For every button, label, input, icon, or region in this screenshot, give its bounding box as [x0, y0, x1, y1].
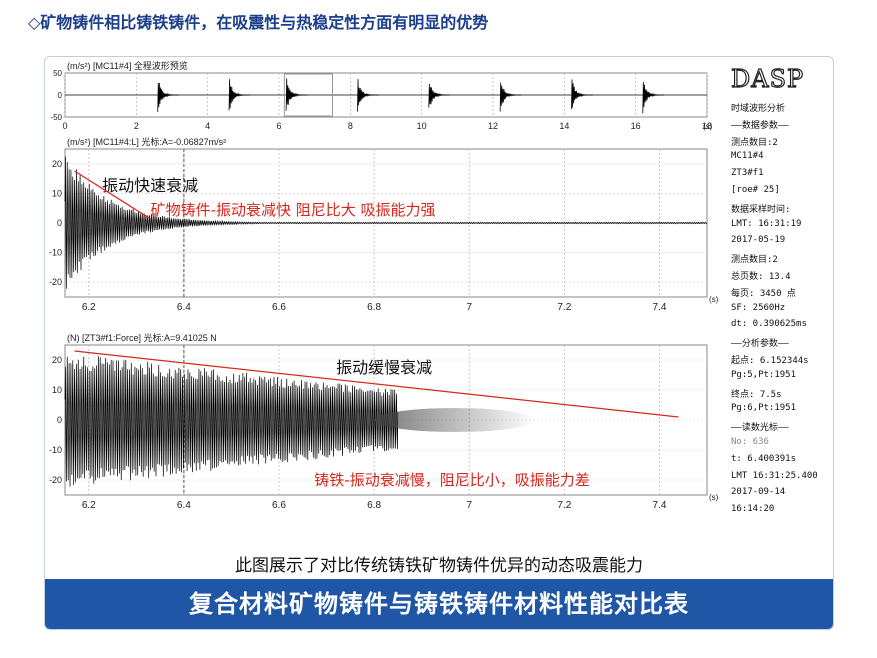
- overview-impulse: [571, 79, 593, 110]
- overview-impulse: [285, 78, 308, 111]
- banner-title: 复合材料矿物铸件与铸铁铸件材料性能对比表: [45, 579, 833, 629]
- side-panel-line: 测点数目:2: [731, 137, 778, 148]
- overview-title: (m/s²) [MC11#4] 全程波形预览: [67, 60, 188, 71]
- overview-y-tick: -50: [50, 113, 62, 122]
- overview-x-tick: 8: [348, 121, 353, 131]
- side-panel-line: [roe# 25]: [731, 185, 780, 195]
- side-panel-line: 总页数: 13.4: [731, 272, 791, 282]
- bot-y-tick: -10: [49, 445, 62, 455]
- dasp-logo: DASP: [730, 64, 805, 93]
- mid-annotation-red: 矿物铸件-振动衰减快 阻尼比大 吸振能力强: [151, 201, 436, 219]
- overview-x-tick: 14: [559, 121, 569, 131]
- overview-impulse: [428, 84, 451, 108]
- overview-impulse: [357, 79, 379, 112]
- overview-x-unit: (s): [703, 122, 713, 131]
- overview-impulse: [499, 82, 522, 112]
- overview-x-tick: 6: [276, 121, 281, 131]
- figure-caption: 此图展示了对比传统铸铁矿物铸件优异的动态吸震能力: [235, 556, 643, 576]
- bot-x-tick: 7.4: [652, 500, 666, 511]
- mid-annotation-arrow: [74, 170, 151, 220]
- figure-frame: (m/s²) [MC11#4] 全程波形预览 0 2 4 6 8 10 12 14 16 18 50 0…: [44, 56, 834, 630]
- overview-impulse: [642, 82, 665, 114]
- side-panel-line: ——数据参数——: [731, 120, 789, 131]
- side-panel-line: LMT 16:31:25.400: [731, 470, 818, 481]
- side-panel-line: 终点: 7.5s: [731, 389, 782, 400]
- bot-y-tick: 10: [52, 385, 62, 395]
- bot-x-tick: 6.4: [177, 500, 191, 511]
- bot-waveform: [64, 356, 399, 487]
- overview-impulse: [228, 79, 251, 111]
- overview-x-tick: 16: [631, 121, 641, 131]
- mid-y-tick: -10: [49, 248, 62, 258]
- bot-x-tick: 6.2: [82, 500, 96, 511]
- mid-y-tick: 10: [52, 188, 62, 198]
- side-panel-line: ZT3#f1: [731, 168, 764, 179]
- side-panel-line: ——读数光标——: [731, 423, 789, 434]
- page-header-title: ◇矿物铸件相比铸铁铸件，在吸震性与热稳定性方面有明显的优势: [28, 13, 489, 32]
- mid-x-tick: 6.2: [82, 302, 96, 313]
- bot-annotation-black: 振动缓慢衰减: [336, 358, 432, 377]
- mid-x-tick: 7.4: [652, 302, 666, 313]
- mid-title: (m/s²) [MC11#4:L] 光标:A=-0.06827m/s²: [67, 136, 226, 147]
- bot-y-tick: 20: [52, 355, 62, 365]
- overview-y-tick: 0: [58, 91, 63, 100]
- overview-x-tick: 10: [417, 121, 427, 131]
- overview-selection-box: [283, 73, 334, 117]
- bot-blurred-wave: [374, 408, 536, 432]
- side-panel-line: LMT: 16:31:19: [731, 218, 802, 229]
- side-panel-line: ——分析参数——: [731, 339, 789, 350]
- bot-x-unit: (s): [709, 493, 719, 502]
- side-panel-line: 时域波形分析: [731, 104, 786, 114]
- side-panel-line: 16:14:20: [731, 504, 775, 515]
- bot-x-tick: 6.6: [272, 500, 286, 511]
- side-panel-line: No: 636: [731, 437, 769, 447]
- bot-annotation-line: [74, 350, 679, 418]
- overview-x-tick: 2: [134, 121, 139, 131]
- mid-waveform: [64, 156, 708, 289]
- overview-x-tick: 4: [205, 121, 210, 131]
- mid-x-tick: 6.4: [177, 302, 191, 313]
- overview-x-tick: 12: [488, 121, 498, 131]
- bot-y-tick: 0: [57, 415, 62, 425]
- side-panel-line: 测点数目:2: [731, 255, 778, 266]
- mid-y-tick: 0: [57, 218, 62, 228]
- side-panel-line: 2017-05-19: [731, 235, 786, 246]
- side-panel-line: t: 6.400391s: [731, 453, 797, 464]
- mid-y-tick: 20: [52, 159, 62, 169]
- bot-x-tick: 7.2: [557, 500, 571, 511]
- mid-x-tick: 7: [466, 302, 472, 313]
- side-panel: DASP 时域波形分析 ——数据参数—— 测点数目:2 MC11#4 ZT3#f1 [ro…: [727, 57, 833, 527]
- mid-y-tick: -20: [49, 277, 62, 287]
- bot-title: (N) [ZT3#f1:Force] 光标:A=9.41025 N: [67, 332, 217, 343]
- side-panel-line: SF: 2560Hz: [731, 302, 786, 313]
- side-panel-line: Pg:5,Pt:1951: [731, 369, 797, 380]
- waveform-charts: (m/s²) [MC11#4] 全程波形预览 0 2 4 6 8 10 12 14 16 18 50 0…: [49, 60, 719, 511]
- side-panel-line: 2017-09-14: [731, 487, 786, 498]
- mid-x-unit: (s): [709, 295, 719, 304]
- overview-x-tick: 18: [702, 121, 712, 131]
- side-panel-line: Pg:6,Pt:1951: [731, 403, 797, 414]
- bot-annotation-red: 铸铁-振动衰减慢，阻尼比小，吸振能力差: [314, 471, 589, 489]
- mid-x-tick: 6.8: [367, 302, 381, 313]
- bot-x-tick: 7: [466, 500, 472, 511]
- bot-x-tick: 6.8: [367, 500, 381, 511]
- side-panel-line: 数据采样时间:: [731, 204, 791, 215]
- mid-x-tick: 7.2: [557, 302, 571, 313]
- overview-impulse: [157, 82, 180, 113]
- side-panel-line: MC11#4: [731, 151, 764, 162]
- mid-x-tick: 6.6: [272, 302, 286, 313]
- side-panel-line: 每页: 3450 点: [731, 288, 796, 299]
- side-panel-line: 起点: 6.152344s: [731, 356, 809, 366]
- bot-y-tick: -20: [49, 475, 62, 485]
- side-panel-line: dt: 0.390625ms: [731, 319, 807, 330]
- mid-annotation-black: 振动快速衰减: [102, 176, 198, 195]
- overview-y-tick: 50: [53, 69, 62, 78]
- overview-x-tick: 0: [62, 121, 67, 131]
